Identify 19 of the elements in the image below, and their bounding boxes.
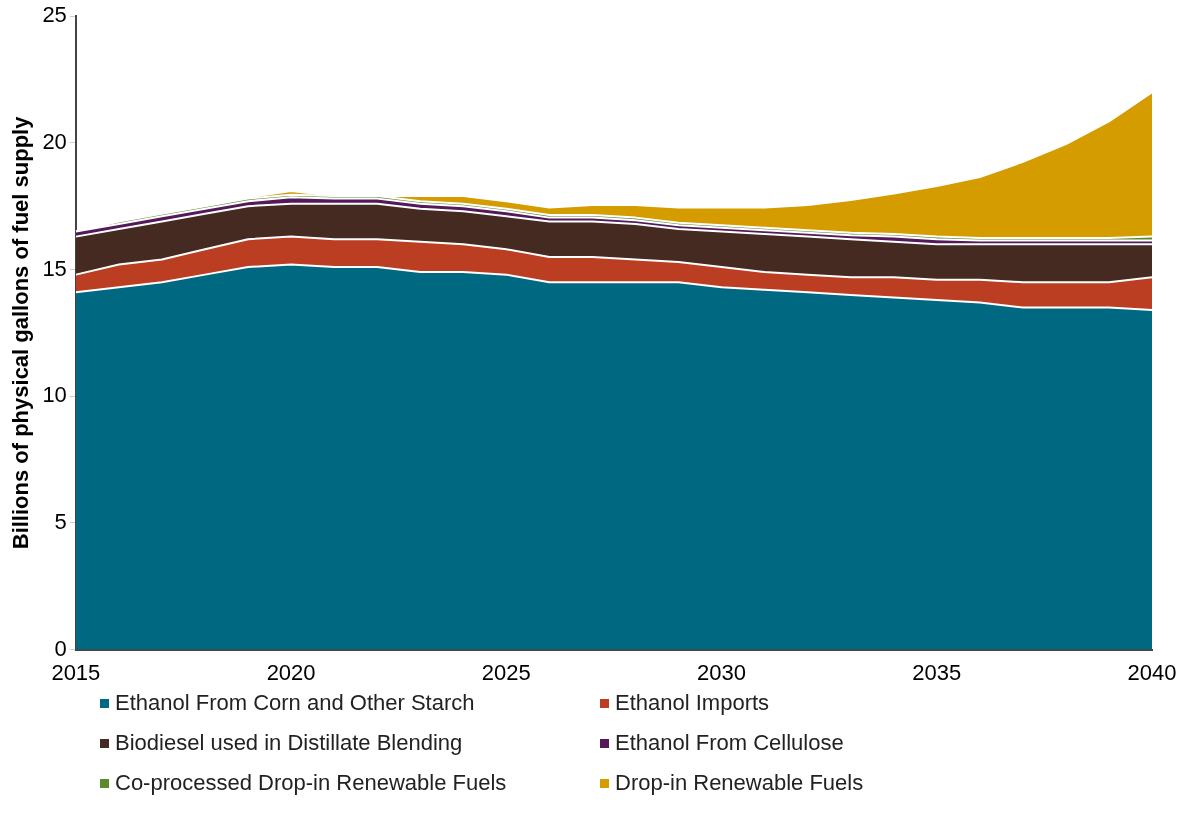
y-axis-title: Billions of physical gallons of fuel supply [8, 115, 34, 550]
x-tick-label: 2030 [697, 659, 747, 685]
y-tick-label: 25 [42, 2, 67, 28]
legend-label: Co-processed Drop-in Renewable Fuels [115, 770, 507, 796]
y-tick-label: 10 [42, 382, 67, 408]
x-tick-label: 2020 [266, 659, 316, 685]
legend-label: Ethanol From Corn and Other Starch [115, 690, 475, 716]
y-tick-label: 15 [42, 255, 67, 281]
x-tick-label: 2025 [481, 659, 531, 685]
y-tick-label: 0 [54, 635, 67, 661]
legend-label: Drop-in Renewable Fuels [615, 770, 864, 796]
x-tick-label: 2015 [51, 659, 101, 685]
y-tick-label: 20 [42, 128, 67, 154]
legend-label: Biodiesel used in Distillate Blending [115, 730, 463, 756]
legend-label: Ethanol Imports [615, 690, 770, 716]
x-tick-label: 2040 [1127, 659, 1177, 685]
x-tick-label: 2035 [912, 659, 962, 685]
legend-label: Ethanol From Cellulose [615, 730, 844, 756]
y-tick-label: 5 [54, 508, 67, 534]
